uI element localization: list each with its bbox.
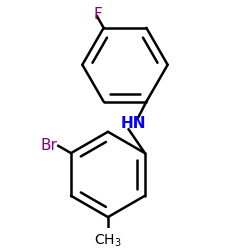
Text: Br: Br — [40, 138, 57, 153]
Text: HN: HN — [121, 116, 146, 131]
Text: CH$_3$: CH$_3$ — [94, 233, 122, 249]
Text: F: F — [94, 8, 102, 22]
